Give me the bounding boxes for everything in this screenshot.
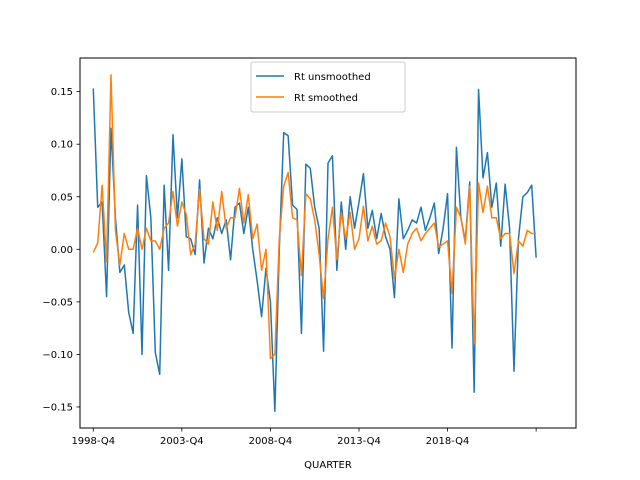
y-tick-label: −0.15 bbox=[42, 402, 73, 413]
y-tick-label: 0.15 bbox=[51, 87, 73, 98]
y-tick-label: 0.00 bbox=[51, 245, 73, 256]
y-axis: −0.15 −0.10 −0.05 0.00 0.05 0.10 0.15 bbox=[42, 87, 80, 413]
x-tick-label: 2008-Q4 bbox=[249, 436, 293, 447]
legend: Rt unsmoothed Rt smoothed bbox=[250, 61, 406, 113]
x-tick-label: 2013-Q4 bbox=[337, 436, 381, 447]
legend-label-smoothed: Rt smoothed bbox=[294, 93, 358, 104]
series-line-smoothed bbox=[92, 74, 537, 360]
legend-label-unsmoothed: Rt unsmoothed bbox=[294, 72, 371, 83]
x-axis: 1998-Q4 2003-Q4 2008-Q4 2013-Q4 2018-Q4 bbox=[71, 428, 537, 447]
x-tick-label: 2018-Q4 bbox=[426, 436, 470, 447]
legend-box bbox=[250, 61, 406, 113]
y-tick-label: −0.10 bbox=[42, 350, 73, 361]
axes-frame bbox=[79, 57, 577, 429]
x-tick-label: 2003-Q4 bbox=[160, 436, 204, 447]
x-axis-title: QUARTER bbox=[304, 460, 352, 471]
plot-area bbox=[92, 74, 537, 412]
x-tick-label: 1998-Q4 bbox=[71, 436, 115, 447]
y-tick-label: −0.05 bbox=[42, 297, 73, 308]
y-tick-label: 0.05 bbox=[51, 192, 73, 203]
y-tick-label: 0.10 bbox=[51, 140, 73, 151]
